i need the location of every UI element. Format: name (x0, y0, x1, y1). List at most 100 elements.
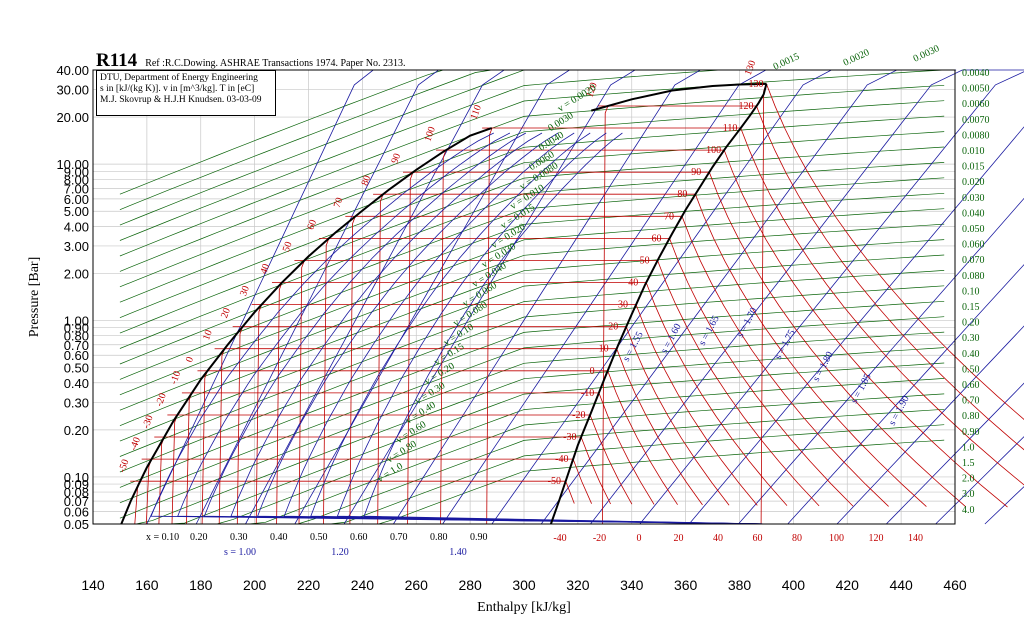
isotherm-liquid-label--30: -30 (141, 414, 156, 430)
quality-lines (150, 132, 767, 525)
isochore-right-label-0: 0.0040 (962, 68, 990, 79)
isochore-right-label-19: 0.50 (962, 364, 980, 375)
isentrope-1.50 (639, 71, 1024, 525)
isotherm-0 (201, 370, 678, 525)
isotherm-vapor-label-60: 60 (652, 233, 662, 244)
isotherm--10 (186, 392, 655, 525)
isochore-right-label-2: 0.0060 (962, 99, 990, 110)
isotherm-liquid-label-20: 20 (219, 307, 233, 320)
x-tick-label-260: 260 (405, 577, 429, 593)
x-tick-label-240: 240 (351, 577, 375, 593)
isochore-top-label-0: 0.0015 (772, 51, 802, 73)
y-tick-label-0.07: 0.07 (64, 494, 89, 509)
isotherm-vapor-label-30: 30 (618, 300, 628, 311)
x-tick-label-140: 140 (81, 577, 105, 593)
isotherm-vapor-label-130: 130 (748, 79, 763, 90)
y-tick-label-9: 9.00 (64, 164, 89, 179)
y-tick-label-8: 8.00 (64, 172, 89, 187)
isotherm-vapor-label--50: -50 (548, 476, 561, 487)
x-tick-label-440: 440 (889, 577, 913, 593)
x-tick-label-200: 200 (243, 577, 267, 593)
isentrope-1.65 (787, 264, 1024, 525)
isotherm-liquid-label-90: 90 (389, 152, 403, 165)
y-tick-label-0.9: 0.90 (64, 321, 89, 336)
isotherm-20 (236, 326, 730, 525)
isentrope-axis-label-0: s = 1.00 (224, 547, 256, 558)
isochore-right-label-7: 0.020 (962, 177, 985, 188)
y-tick-label-30: 30.00 (56, 83, 89, 98)
isotherm-vapor-label--30: -30 (563, 432, 576, 443)
quality-label-4: 0.50 (310, 532, 328, 543)
saturation-dome (120, 82, 768, 525)
quality-label-8: 0.90 (470, 532, 488, 543)
y-tick-label-0.4: 0.40 (64, 376, 89, 391)
isotherm-axis-label-120: 120 (869, 533, 884, 544)
quality-line-0.3 (203, 132, 767, 525)
y-tick-label-4: 4.00 (64, 219, 89, 234)
refrigerant-name: R114 (96, 50, 138, 71)
isochore-right-label-8: 0.030 (962, 193, 985, 204)
isotherm-axis-label-140: 140 (908, 533, 923, 544)
isochore-10 (119, 162, 945, 349)
x-axis-title: Enthalpy [kJ/kg] (477, 600, 571, 615)
x-tick-label-300: 300 (512, 577, 536, 593)
isotherm-vapor-label--20: -20 (572, 410, 585, 421)
isotherm-vapor-label-70: 70 (664, 211, 674, 222)
isotherm-axis-label-80: 80 (792, 533, 802, 544)
isochore-15 (119, 239, 945, 427)
quality-label-0: x = 0.10 (146, 532, 179, 543)
isentrope-1.00 (146, 69, 411, 525)
y-tick-label-0.05: 0.05 (64, 517, 89, 532)
y-tick-label-0.5: 0.50 (64, 361, 89, 376)
isotherm-50 (298, 260, 820, 525)
saturated-liquid-upper-line (591, 82, 767, 112)
isotherm-liquid-label-120: 120 (584, 81, 599, 99)
isotherm-vapor-label--40: -40 (555, 454, 568, 465)
x-tick-label-460: 460 (943, 577, 967, 593)
isochore-top-label-2: 0.0030 (912, 43, 942, 65)
isochore-lines (119, 69, 945, 525)
isotherm-axis-label-0: 0 (637, 533, 642, 544)
isochore-14 (119, 223, 945, 411)
isentrope-inline-label-0: s = 1.55 (621, 330, 646, 363)
isochore-right-label-18: 0.40 (962, 349, 980, 360)
y-tick-label-0.3: 0.30 (64, 395, 89, 410)
isotherm-liquid-label-50: 50 (281, 240, 295, 253)
isentrope-1.25 (393, 69, 752, 525)
y-tick-label-0.2: 0.20 (64, 423, 89, 438)
quality-label-2: 0.30 (230, 532, 248, 543)
info-line-authors: M.J. Skovrup & H.J.H Knudsen. 03-03-09 (100, 95, 262, 105)
isochore-right-label-3: 0.0070 (962, 115, 990, 126)
isochore-right-label-10: 0.050 (962, 224, 985, 235)
isotherm-liquid-label-30: 30 (238, 284, 252, 297)
isotherm-liquid-label--10: -10 (168, 370, 183, 386)
quality-line-0.9 (363, 132, 767, 525)
isochore-right-label-20: 0.60 (962, 380, 980, 391)
x-tick-label-420: 420 (836, 577, 860, 593)
y-tick-label-1: 1.00 (64, 314, 89, 329)
isentrope-1.40 (540, 69, 957, 525)
y-axis-title: Pressure [Bar] (27, 257, 42, 337)
isotherm-80 (377, 193, 927, 525)
info-box: DTU, Department of Energy Engineering s … (96, 70, 276, 116)
y-tick-label-20: 20.00 (56, 110, 89, 125)
isotherm-liquid-label-0: 0 (184, 355, 196, 363)
isochore-right-label-4: 0.0080 (962, 130, 990, 141)
isochore-23 (119, 362, 945, 525)
quality-label-5: 0.60 (350, 532, 368, 543)
plot-frame (92, 69, 956, 525)
isotherm-vapor-label-110: 110 (723, 123, 738, 134)
isotherm-axis-label-100: 100 (829, 533, 844, 544)
isotherm-liquid-label--50: -50 (117, 458, 132, 474)
isentrope-1.75 (886, 382, 1024, 525)
isotherm-vapor-label-50: 50 (640, 255, 650, 266)
isochore-right-label-26: 2.0 (962, 474, 975, 485)
isotherm-liquid-label-110: 110 (469, 104, 484, 122)
x-tick-label-180: 180 (189, 577, 213, 593)
isentrope-1.10 (245, 69, 548, 525)
isentrope-inline-label-3: s = 1.70 (735, 306, 760, 339)
isotherm-130 (760, 82, 1024, 525)
isochore-22 (119, 347, 945, 525)
chart-header: R114 Ref :R.C.Dowing. ASHRAE Transaction… (96, 50, 405, 72)
isotherm-liquid-label-130: 130 (743, 59, 758, 77)
